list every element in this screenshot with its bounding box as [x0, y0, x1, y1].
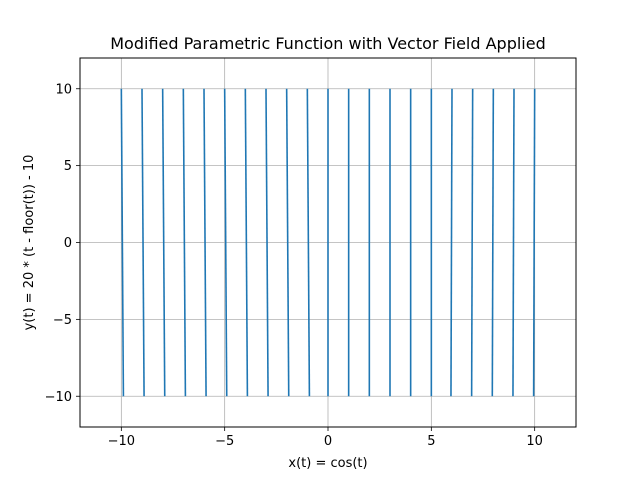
- series-segment: [512, 88, 515, 397]
- y-tick-label: 10: [55, 82, 72, 97]
- y-tick-label: 5: [64, 159, 72, 174]
- series-segment: [223, 88, 228, 397]
- chart-title: Modified Parametric Function with Vector…: [110, 34, 546, 53]
- series-segment: [203, 88, 207, 397]
- y-axis-ticks: −10 −5 0 5 10: [45, 82, 80, 405]
- series-segment: [306, 88, 311, 397]
- y-axis-label: y(t) = 20 * (t - floor(t)) - 10: [22, 155, 37, 331]
- series-lines: [120, 88, 536, 397]
- series-segment: [244, 88, 249, 397]
- series-segment: [450, 88, 453, 397]
- series-segment: [265, 88, 269, 397]
- y-tick-label: −10: [45, 390, 72, 405]
- series-segment: [120, 88, 125, 397]
- x-axis-ticks: −10 −5 0 5 10: [108, 427, 543, 449]
- series-segment: [470, 88, 474, 397]
- x-tick-label: 5: [427, 434, 435, 449]
- series-segment: [161, 88, 166, 397]
- series-segment: [491, 88, 495, 397]
- series-segment: [182, 88, 187, 397]
- x-axis-label: x(t) = cos(t): [288, 456, 367, 471]
- x-tick-label: −5: [215, 434, 234, 449]
- series-segment: [532, 88, 536, 397]
- series-segment: [141, 88, 145, 397]
- y-tick-label: −5: [53, 313, 72, 328]
- y-tick-label: 0: [64, 236, 72, 251]
- x-tick-label: 0: [324, 434, 332, 449]
- x-tick-label: 10: [526, 434, 543, 449]
- x-tick-label: −10: [108, 434, 135, 449]
- series-segment: [285, 88, 290, 397]
